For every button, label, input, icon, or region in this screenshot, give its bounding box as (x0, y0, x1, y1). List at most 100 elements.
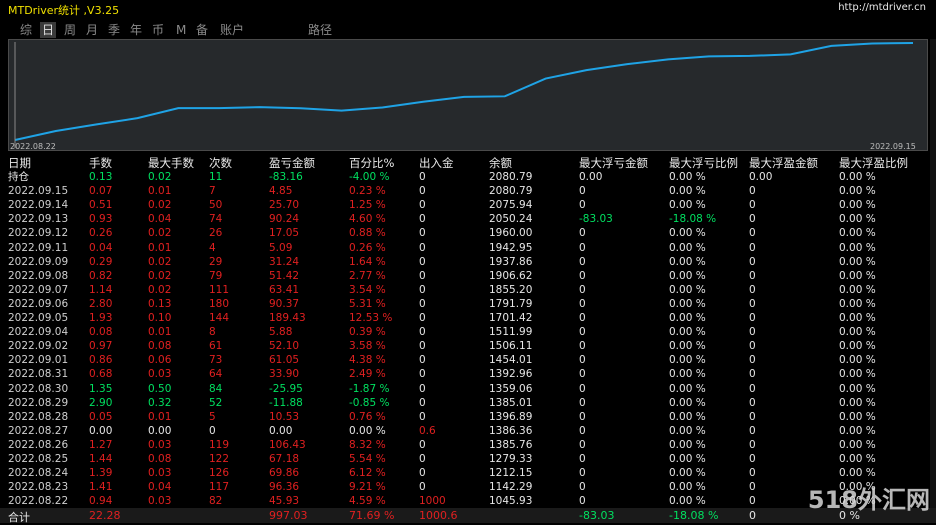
column-header[interactable]: 盈亏金额 (269, 156, 315, 170)
column-header[interactable]: 日期 (8, 156, 31, 170)
table-cell: 0 (419, 199, 426, 212)
table-row[interactable]: 2022.08.29 2.90 0.32 52 -11.88 -0.85 % 0 1385.0… (4, 396, 934, 410)
table-row[interactable]: 2022.09.08 0.82 0.02 79 51.42 2.77 % 0 1906.62 0… (4, 269, 934, 283)
table-cell: -83.16 (269, 171, 303, 184)
table-cell: 33.90 (269, 368, 300, 381)
table-cell: 0 (749, 410, 756, 423)
table-cell: 0.08 (148, 340, 172, 353)
table-cell: 0.39 % (349, 326, 386, 339)
table-cell: 0 (579, 354, 586, 367)
table-cell: 0.00 % (839, 312, 876, 325)
table-cell: 0 (419, 297, 426, 310)
table-cell: 0.00 % (839, 438, 876, 451)
column-header[interactable]: 最大浮亏比例 (669, 156, 738, 170)
table-cell: 0 (579, 241, 586, 254)
site-url-link[interactable]: http://mtdriver.cn (838, 2, 926, 13)
table-row[interactable]: 2022.08.30 1.35 0.50 84 -25.95 -1.87 % 0 1359.0… (4, 382, 934, 396)
table-row[interactable]: 2022.09.09 0.29 0.02 29 31.24 1.64 % 0 1937.86 0… (4, 255, 934, 269)
table-row[interactable]: 2022.09.02 0.97 0.08 61 52.10 3.58 % 0 1506.11 0… (4, 339, 934, 353)
table-row[interactable]: 2022.08.31 0.68 0.03 64 33.90 2.49 % 0 1392.96 0… (4, 367, 934, 381)
tab-6[interactable]: 币 (152, 23, 165, 37)
table-cell: -1.87 % (349, 382, 390, 395)
table-row[interactable]: 2022.09.12 0.26 0.02 26 17.05 0.88 % 0 1960.00 0… (4, 226, 934, 240)
table-cell: 61 (209, 340, 223, 353)
table-cell: 29 (209, 255, 223, 268)
column-header[interactable]: 出入金 (419, 156, 454, 170)
table-cell: 52.10 (269, 340, 300, 353)
table-row[interactable]: 2022.09.14 0.51 0.02 50 25.70 1.25 % 0 2075.94 0… (4, 198, 934, 212)
table-cell: 1000 (419, 495, 446, 508)
vertical-scrollbar[interactable] (930, 39, 936, 509)
column-header[interactable]: 最大手数 (148, 156, 194, 170)
tab-4[interactable]: 季 (108, 23, 121, 37)
table-cell: 2080.79 (489, 185, 533, 198)
table-cell: 0 (419, 255, 426, 268)
table-cell: 0 (749, 481, 756, 494)
table-cell: 2.49 % (349, 368, 386, 381)
stats-table: 日期 手数 最大手数 次数 盈亏金额 百分比% 出入金 余额 最大浮亏金额 最大浮亏比例 最大浮盈金… (4, 156, 934, 508)
table-row[interactable]: 2022.08.22 0.94 0.03 82 45.93 4.59 % 1000 1045.… (4, 494, 934, 508)
table-row[interactable]: 持仓 0.13 0.02 11 -83.16 -4.00 % 0 2080.79 0.00 0.0… (4, 170, 934, 184)
table-row[interactable]: 2022.09.04 0.08 0.01 8 5.88 0.39 % 0 1511.99 0 0.… (4, 325, 934, 339)
table-cell: 67.18 (269, 452, 300, 465)
column-header[interactable]: 次数 (209, 156, 232, 170)
table-cell: 144 (209, 312, 230, 325)
table-cell: 0.00 % (669, 227, 706, 240)
table-cell: 0 (749, 354, 756, 367)
table-row[interactable]: 2022.09.13 0.93 0.04 74 90.24 4.60 % 0 2050.24 -… (4, 212, 934, 226)
column-header[interactable]: 百分比% (349, 156, 395, 170)
tab-8[interactable]: 备 (196, 23, 209, 37)
table-row[interactable]: 2022.09.06 2.80 0.13 180 90.37 5.31 % 0 1791.79… (4, 297, 934, 311)
table-cell: 0 (419, 410, 426, 423)
table-cell: 0 (419, 241, 426, 254)
table-cell: 0.00 % (669, 424, 706, 437)
table-cell: 2022.08.27 (8, 424, 69, 437)
table-cell: 0.00 % (669, 283, 706, 296)
table-row[interactable]: 2022.08.27 0.00 0.00 0 0.00 0.00 % 0.6 1386.36 0… (4, 424, 934, 438)
table-cell: 0.00 (579, 171, 603, 184)
table-row[interactable]: 2022.08.28 0.05 0.01 5 10.53 0.76 % 0 1396.89 0 0… (4, 410, 934, 424)
table-row[interactable]: 2022.08.26 1.27 0.03 119 106.43 8.32 % 0 1385.7… (4, 438, 934, 452)
tab-3[interactable]: 月 (86, 23, 99, 37)
tab-5[interactable]: 年 (130, 23, 143, 37)
table-cell: 0.00 % (669, 241, 706, 254)
table-row[interactable]: 2022.09.11 0.04 0.01 4 5.09 0.26 % 0 1942.95 0 0.… (4, 241, 934, 255)
table-cell: 1511.99 (489, 326, 533, 339)
table-row[interactable]: 2022.08.23 1.41 0.04 117 96.36 9.21 % 0 1142.29… (4, 480, 934, 494)
tab-0[interactable]: 综 (20, 23, 33, 37)
table-row[interactable]: 2022.08.24 1.39 0.03 126 69.86 6.12 % 0 1212.15… (4, 466, 934, 480)
table-cell: 0.51 (89, 199, 113, 212)
table-cell: 0.68 (89, 368, 113, 381)
table-cell: 0 (749, 241, 756, 254)
table-row[interactable]: 2022.09.01 0.86 0.06 73 61.05 4.38 % 0 1454.01 0… (4, 353, 934, 367)
table-cell: 0.10 (148, 312, 172, 325)
table-cell: 0.00 % (839, 452, 876, 465)
column-header[interactable]: 最大浮亏金额 (579, 156, 648, 170)
table-cell: 0.03 (148, 467, 172, 480)
tab-9[interactable]: 账户 (220, 23, 245, 37)
table-cell: 7 (209, 185, 216, 198)
table-row[interactable]: 2022.09.15 0.07 0.01 7 4.85 0.23 % 0 2080.79 0 0.… (4, 184, 934, 198)
table-cell: 0 (419, 396, 426, 409)
table-cell: 0.00 % (669, 481, 706, 494)
table-cell: 0 (419, 467, 426, 480)
column-header[interactable]: 手数 (89, 156, 112, 170)
tab-1[interactable]: 日 (40, 22, 57, 38)
table-cell: 0.00 % (839, 255, 876, 268)
column-header[interactable]: 最大浮盈比例 (839, 156, 908, 170)
tab-7[interactable]: M (176, 23, 187, 37)
table-cell: 0.13 (89, 171, 113, 184)
table-row[interactable]: 2022.09.05 1.93 0.10 144 189.43 12.53 % 0 1701.… (4, 311, 934, 325)
table-cell: 0.00 (89, 424, 113, 437)
total-cell: -83.03 (579, 509, 615, 522)
table-cell: 0 (749, 396, 756, 409)
column-header[interactable]: 最大浮盈金额 (749, 156, 818, 170)
column-header[interactable]: 余额 (489, 156, 512, 170)
table-row[interactable]: 2022.09.07 1.14 0.02 111 63.41 3.54 % 0 1855.20… (4, 283, 934, 297)
table-row[interactable]: 2022.08.25 1.44 0.08 122 67.18 5.54 % 0 1279.33… (4, 452, 934, 466)
table-cell: 0.00 % (839, 213, 876, 226)
table-cell: 82 (209, 495, 223, 508)
total-cell: 0 (749, 509, 756, 522)
tab-10[interactable]: 路径 (308, 23, 333, 37)
tab-2[interactable]: 周 (64, 23, 77, 37)
